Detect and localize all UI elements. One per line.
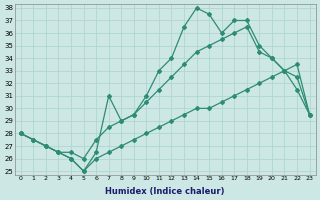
X-axis label: Humidex (Indice chaleur): Humidex (Indice chaleur)	[106, 187, 225, 196]
